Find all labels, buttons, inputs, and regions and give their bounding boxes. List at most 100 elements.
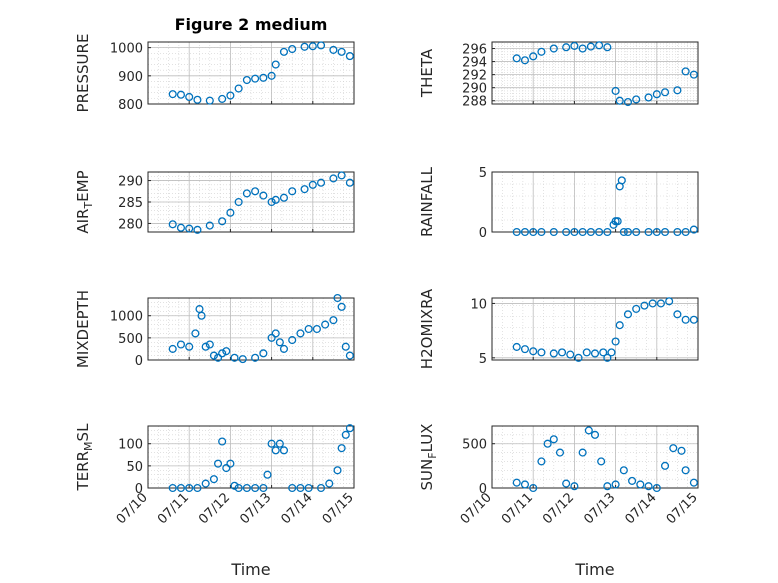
data-point xyxy=(296,483,305,493)
data-point xyxy=(512,342,521,351)
y-tick-label: 5 xyxy=(479,352,487,367)
data-point xyxy=(333,466,342,475)
data-point xyxy=(201,479,210,488)
y-axis-label: H2OMIXRA xyxy=(418,288,436,369)
data-point xyxy=(586,42,595,51)
data-point xyxy=(267,333,276,342)
data-point xyxy=(689,315,698,324)
data-point xyxy=(640,301,649,310)
data-point xyxy=(611,337,620,346)
data-point xyxy=(251,74,260,83)
data-point xyxy=(529,483,538,493)
data-point xyxy=(205,96,214,105)
y-axis-label: TERRMSL xyxy=(74,423,95,492)
data-point xyxy=(193,95,202,104)
data-point xyxy=(578,448,587,457)
y-tick-label: 294 xyxy=(462,56,487,71)
x-tick-label: 07/15 xyxy=(320,490,357,527)
data-point xyxy=(275,439,284,448)
data-point xyxy=(689,70,698,79)
data-point xyxy=(537,457,546,466)
data-point xyxy=(520,56,530,65)
plot-frame xyxy=(147,41,355,105)
data-point xyxy=(242,189,251,198)
data-point xyxy=(681,67,690,76)
subplot-5: 0 500 1000 MIXDEPTH xyxy=(74,290,355,369)
data-point xyxy=(345,424,354,433)
data-point xyxy=(660,461,670,470)
data-point xyxy=(218,217,227,226)
data-point xyxy=(529,347,538,356)
data-point xyxy=(234,197,243,207)
data-point xyxy=(549,227,558,237)
data-point xyxy=(185,483,194,493)
data-point xyxy=(267,71,276,80)
y-tick-label: 500 xyxy=(118,332,143,347)
x-tick-label: 07/11 xyxy=(499,490,536,527)
data-point xyxy=(168,220,177,229)
subplot-8: 0 500 07/10 07/11 07/12 07/13 07/14 07/15 SUNFLU… xyxy=(418,424,701,528)
data-point xyxy=(644,482,653,491)
y-tick-label: 500 xyxy=(462,438,487,453)
data-point xyxy=(296,329,305,338)
data-point xyxy=(615,321,624,330)
y-tick-label: 292 xyxy=(462,69,487,84)
data-point xyxy=(329,174,338,183)
x-tick-label: 07/12 xyxy=(196,490,233,527)
y-axis-label: THETA xyxy=(418,48,436,98)
data-point xyxy=(304,324,313,334)
data-point xyxy=(226,208,235,217)
data-point xyxy=(238,355,247,364)
subplot-7: 0 50 100 07/10 07/11 07/12 07/13 07/14 07/15 TERR… xyxy=(74,423,357,527)
data-point xyxy=(205,221,214,230)
data-point xyxy=(613,217,622,226)
data-point xyxy=(595,227,604,237)
data-point xyxy=(582,348,591,357)
data-point xyxy=(300,185,309,194)
data-point xyxy=(345,52,354,61)
data-point xyxy=(549,349,558,358)
data-point xyxy=(660,227,670,237)
data-point xyxy=(341,430,350,439)
y-tick-label: 0 xyxy=(135,482,143,497)
data-point xyxy=(251,483,260,493)
data-point xyxy=(193,225,202,234)
data-point xyxy=(584,426,593,435)
data-point xyxy=(597,457,606,466)
plot-frame xyxy=(147,297,355,361)
data-point xyxy=(234,483,243,493)
data-point xyxy=(300,42,309,51)
data-point xyxy=(529,227,538,237)
data-point xyxy=(677,446,686,455)
data-point xyxy=(213,353,223,362)
y-axis-label: AIRTEMP xyxy=(74,170,95,233)
data-point xyxy=(213,459,223,468)
data-point xyxy=(316,41,326,50)
data-point xyxy=(279,344,289,353)
y-tick-label: 285 xyxy=(118,196,143,211)
y-tick-label: 50 xyxy=(126,460,143,475)
plot-frame xyxy=(491,425,699,489)
x-tick-label: 07/14 xyxy=(623,490,660,527)
data-point xyxy=(263,470,272,479)
data-point xyxy=(673,227,682,237)
data-point xyxy=(648,299,657,308)
data-point xyxy=(197,311,206,320)
data-point xyxy=(271,329,280,338)
data-point xyxy=(226,459,235,468)
data-point xyxy=(218,94,227,103)
data-point xyxy=(623,227,633,237)
data-point xyxy=(615,96,624,105)
data-point xyxy=(578,44,587,53)
data-point xyxy=(201,342,210,351)
data-point xyxy=(652,90,661,99)
data-point xyxy=(209,475,218,484)
data-point xyxy=(345,178,354,187)
data-point xyxy=(242,483,251,493)
data-point xyxy=(549,44,558,53)
data-point xyxy=(193,483,202,493)
data-point xyxy=(570,227,579,237)
x-tick-label: 07/15 xyxy=(664,490,701,527)
